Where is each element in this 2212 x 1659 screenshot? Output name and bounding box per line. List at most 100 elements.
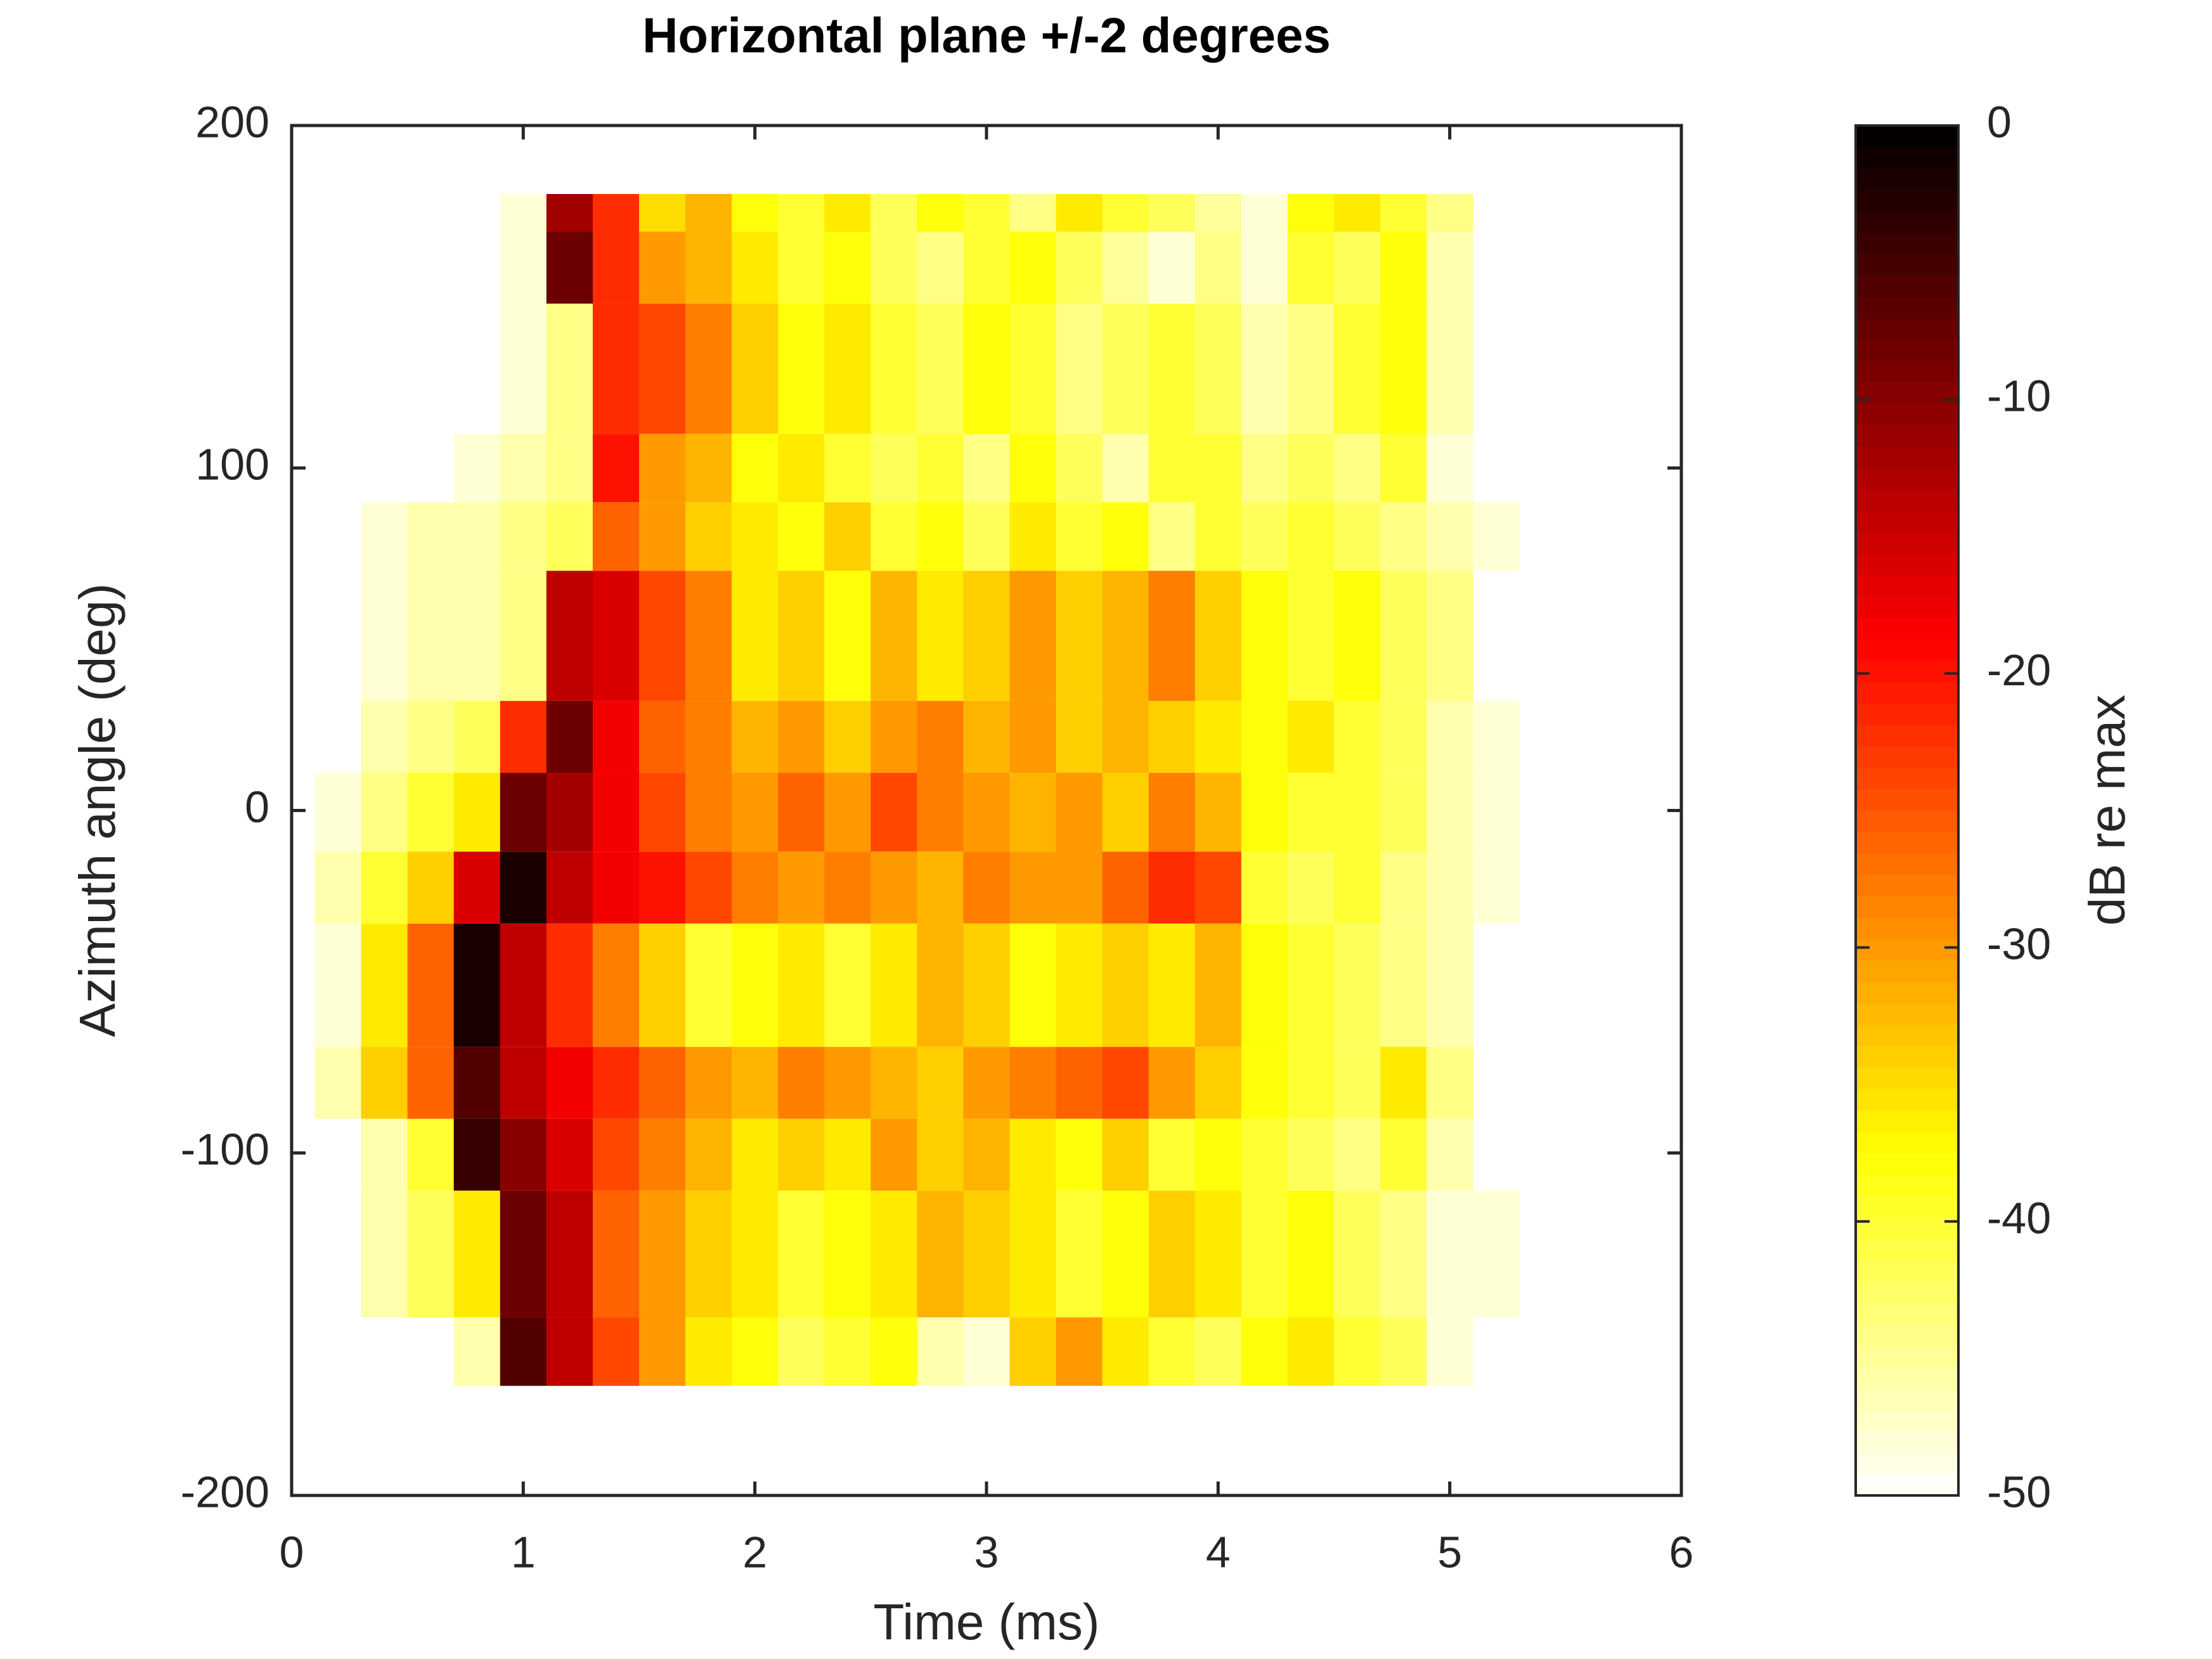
heat-cell — [500, 231, 547, 304]
heat-cell — [1334, 1317, 1381, 1386]
x-tick-label: 3 — [974, 1527, 999, 1577]
colorbar-step — [1856, 1260, 1958, 1282]
heat-cell — [685, 1317, 732, 1386]
y-tick-label: 100 — [195, 440, 269, 489]
heat-cell — [592, 1191, 640, 1318]
heat-cell — [592, 923, 640, 1047]
y-tick-label: 0 — [245, 782, 269, 832]
colorbar-step — [1856, 1303, 1958, 1325]
heat-cell — [824, 231, 871, 304]
heat-cell — [1194, 1047, 1242, 1119]
heat-cell — [546, 1118, 593, 1191]
heat-cell — [592, 1047, 640, 1119]
heat-cell — [685, 571, 732, 701]
heat-cell — [1287, 851, 1335, 924]
heat-cell — [453, 1118, 501, 1191]
heat-cell — [1009, 1191, 1057, 1318]
colorbar-step — [1856, 939, 1958, 961]
x-tick-label: 4 — [1206, 1527, 1231, 1577]
heat-cell — [500, 303, 547, 434]
heat-cell — [1102, 434, 1149, 503]
heat-cell — [1426, 1047, 1473, 1119]
heat-cell — [1287, 1191, 1335, 1318]
heat-cell — [917, 502, 964, 571]
heat-cell — [1334, 434, 1381, 503]
heat-cell — [639, 773, 686, 852]
heat-cell — [732, 700, 779, 773]
heat-cell — [1287, 571, 1335, 701]
heat-cell — [917, 1047, 964, 1119]
heat-cell — [1426, 923, 1473, 1047]
heat-cell — [963, 571, 1011, 701]
heat-cell — [824, 773, 871, 852]
heat-cell — [824, 923, 871, 1047]
heat-cell — [361, 1047, 408, 1119]
colorbar-step — [1856, 297, 1958, 319]
heat-cell — [407, 1118, 455, 1191]
heat-cell — [1009, 502, 1057, 571]
heat-cell — [1009, 773, 1057, 852]
heat-cell — [778, 1317, 825, 1386]
colorbar-step — [1856, 661, 1958, 683]
heat-cell — [592, 194, 640, 232]
heat-cell — [1056, 1118, 1103, 1191]
heat-cell — [407, 773, 455, 852]
heat-cell — [1241, 194, 1288, 232]
heat-cell — [824, 303, 871, 434]
heat-cell — [639, 231, 686, 304]
heat-cell — [592, 303, 640, 434]
heat-cell — [407, 700, 455, 773]
y-axis-label: Azimuth angle (deg) — [69, 583, 126, 1037]
heat-cell — [453, 773, 501, 852]
heat-cell — [1380, 851, 1427, 924]
heat-cell — [1380, 194, 1427, 232]
x-tick-label: 5 — [1437, 1527, 1462, 1577]
heat-cell — [1056, 571, 1103, 701]
x-axis-label: Time (ms) — [874, 1594, 1100, 1650]
colorbar-step — [1856, 275, 1958, 297]
heat-cell — [685, 851, 732, 924]
heat-cell — [1334, 571, 1381, 701]
heat-cell — [824, 434, 871, 503]
colorbar-step — [1856, 767, 1958, 790]
heat-cell — [546, 923, 593, 1047]
heat-cell — [824, 851, 871, 924]
colorbar-step — [1856, 168, 1958, 190]
heat-cell — [1334, 194, 1381, 232]
heat-cell — [963, 1118, 1011, 1191]
colorbar-step — [1856, 1152, 1958, 1175]
heat-cell — [546, 303, 593, 434]
heat-cell — [917, 1317, 964, 1386]
heat-cell — [1194, 231, 1242, 304]
heat-cell — [500, 1118, 547, 1191]
heat-cell — [361, 571, 408, 701]
heat-cell — [870, 571, 917, 701]
heat-cell — [1380, 700, 1427, 773]
colorbar-step — [1856, 853, 1958, 875]
heat-cell — [1102, 231, 1149, 304]
heat-cell — [592, 851, 640, 924]
heat-cell — [1380, 1047, 1427, 1119]
heat-cell — [685, 1118, 732, 1191]
heat-cell — [917, 923, 964, 1047]
heat-cell — [963, 1047, 1011, 1119]
heat-cell — [778, 700, 825, 773]
heat-cell — [592, 773, 640, 852]
heat-cell — [592, 502, 640, 571]
heat-cell — [592, 434, 640, 503]
heat-cell — [639, 851, 686, 924]
heat-cell — [1380, 1191, 1427, 1318]
heat-cell — [1009, 434, 1057, 503]
heat-cell — [1009, 231, 1057, 304]
heat-cell — [1287, 434, 1335, 503]
heat-cell — [546, 773, 593, 852]
heat-cell — [314, 1047, 362, 1119]
heat-cell — [824, 571, 871, 701]
heat-cell — [824, 1118, 871, 1191]
colorbar-step — [1856, 981, 1958, 1004]
heat-cell — [824, 194, 871, 232]
heat-cell — [870, 923, 917, 1047]
heat-cell — [870, 700, 917, 773]
colorbar-step — [1856, 1174, 1958, 1196]
